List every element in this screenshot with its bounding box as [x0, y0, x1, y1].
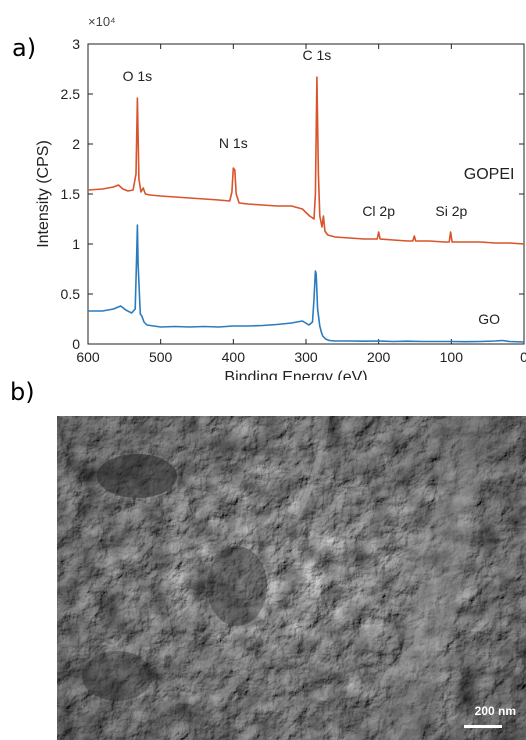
y-tick-label: 3: [72, 36, 80, 52]
x-tick-label: 400: [222, 349, 246, 365]
annotation-label: C 1s: [303, 47, 332, 63]
y-tick-label: 1: [72, 236, 80, 252]
annotation-label: GOPEI: [464, 166, 515, 183]
scale-bar-label: 200 nm: [474, 704, 516, 718]
annotation-label: Si 2p: [435, 203, 467, 219]
series-line-go: [88, 224, 525, 343]
x-tick-label: 100: [440, 349, 464, 365]
y-tick-label: 2: [72, 136, 80, 152]
plot-frame: [87, 43, 525, 345]
annotation-label: GO: [478, 311, 500, 327]
x-tick-label: 500: [149, 349, 173, 365]
y-exponent-label: ×10⁴: [88, 14, 116, 29]
scale-bar: [464, 725, 502, 728]
x-tick-label: 300: [294, 349, 318, 365]
y-tick-label: 0: [72, 336, 80, 352]
x-axis-label: Binding Energy (eV): [224, 369, 367, 380]
panel-label-a: a): [12, 34, 37, 62]
annotation-label: N 1s: [219, 135, 248, 151]
y-tick-label: 1.5: [61, 186, 81, 202]
y-tick-label: 2.5: [61, 86, 81, 102]
y-axis-label: Intensity (CPS): [35, 140, 52, 248]
x-tick-label: 600: [76, 349, 100, 365]
x-tick-label: 200: [367, 349, 391, 365]
panel-label-b: b): [10, 378, 35, 406]
sem-micrograph: 200 nm: [57, 416, 526, 740]
y-tick-label: 0.5: [61, 286, 81, 302]
sem-image-texture: [57, 416, 526, 740]
x-tick-label: 0: [520, 349, 526, 365]
annotation-label: O 1s: [123, 68, 153, 84]
series-line-gopei: [87, 76, 525, 245]
xps-survey-chart: 600 500 400 300 200 100 0 0 0.5 1 1.5 2 2.5 3 ×10⁴ Bind…: [35, 14, 526, 380]
annotation-label: Cl 2p: [362, 203, 395, 219]
